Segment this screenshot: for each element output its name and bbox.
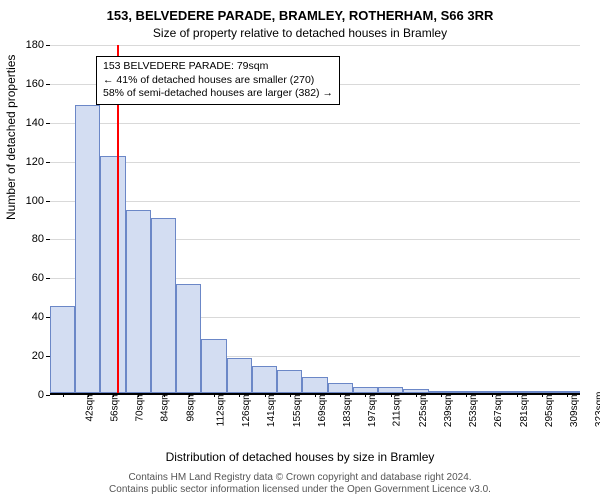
y-tick-label: 20: [32, 350, 44, 362]
x-tick: [214, 393, 215, 397]
y-tick-label: 40: [32, 311, 44, 323]
x-tick-label: 98sqm: [185, 392, 196, 422]
histogram-bar: [75, 105, 100, 393]
chart-container: 153, BELVEDERE PARADE, BRAMLEY, ROTHERHA…: [0, 0, 600, 500]
x-tick-label: 295sqm: [544, 392, 555, 428]
x-tick: [340, 393, 341, 397]
histogram-bar: [328, 383, 353, 393]
x-tick: [492, 393, 493, 397]
grid-line: [50, 162, 580, 163]
copyright-line2: Contains public sector information licen…: [0, 484, 600, 496]
chart-title-line1: 153, BELVEDERE PARADE, BRAMLEY, ROTHERHA…: [0, 8, 600, 23]
histogram-bar: [50, 306, 75, 394]
grid-line: [50, 201, 580, 202]
x-tick: [441, 393, 442, 397]
annotation-line3: 58% of semi-detached houses are larger (…: [103, 87, 333, 101]
x-tick: [113, 393, 114, 397]
grid-line: [50, 45, 580, 46]
x-tick-label: 169sqm: [317, 392, 328, 428]
x-tick-label: 42sqm: [84, 392, 95, 422]
x-tick: [466, 393, 467, 397]
annotation-line2: ← 41% of detached houses are smaller (27…: [103, 74, 333, 88]
x-tick: [365, 393, 366, 397]
x-tick-label: 84sqm: [160, 392, 171, 422]
y-tick-label: 0: [38, 389, 44, 401]
histogram-bar: [277, 370, 302, 393]
annotation-box: 153 BELVEDERE PARADE: 79sqm ← 41% of det…: [96, 56, 340, 105]
histogram-bar: [302, 377, 327, 393]
y-tick: [46, 84, 50, 85]
plot-area: 02040608010012014016018042sqm56sqm70sqm8…: [50, 45, 580, 395]
y-tick-label: 180: [26, 39, 44, 51]
x-tick-label: 197sqm: [367, 392, 378, 428]
y-tick-label: 80: [32, 233, 44, 245]
x-tick: [567, 393, 568, 397]
x-tick: [189, 393, 190, 397]
y-tick-label: 160: [26, 78, 44, 90]
x-tick-label: 183sqm: [342, 392, 353, 428]
x-tick: [391, 393, 392, 397]
y-tick-label: 100: [26, 195, 44, 207]
y-tick-label: 120: [26, 156, 44, 168]
y-tick: [46, 278, 50, 279]
x-tick-label: 56sqm: [109, 392, 120, 422]
x-tick: [542, 393, 543, 397]
x-tick: [88, 393, 89, 397]
y-tick: [46, 162, 50, 163]
chart-title-line2: Size of property relative to detached ho…: [0, 26, 600, 40]
x-tick: [517, 393, 518, 397]
x-tick-label: 126sqm: [241, 392, 252, 428]
x-tick: [63, 393, 64, 397]
histogram-bar: [126, 210, 151, 393]
x-tick-label: 309sqm: [569, 392, 580, 428]
copyright-notice: Contains HM Land Registry data © Crown c…: [0, 472, 600, 496]
x-tick: [290, 393, 291, 397]
x-tick: [416, 393, 417, 397]
x-tick: [315, 393, 316, 397]
x-tick-label: 112sqm: [215, 392, 226, 427]
y-tick-label: 140: [26, 117, 44, 129]
x-tick-label: 211sqm: [392, 392, 403, 427]
y-tick: [46, 123, 50, 124]
x-tick: [138, 393, 139, 397]
copyright-line1: Contains HM Land Registry data © Crown c…: [0, 472, 600, 484]
y-tick: [46, 45, 50, 46]
y-axis-label: Number of detached properties: [4, 55, 18, 220]
x-tick-label: 323sqm: [594, 392, 600, 428]
histogram-bar: [201, 339, 226, 393]
grid-line: [50, 123, 580, 124]
x-tick-label: 253sqm: [468, 392, 479, 428]
x-tick: [265, 393, 266, 397]
x-tick-label: 141sqm: [266, 392, 277, 428]
annotation-line1: 153 BELVEDERE PARADE: 79sqm: [103, 60, 333, 74]
x-tick-label: 281sqm: [519, 392, 530, 428]
histogram-bar: [252, 366, 277, 393]
histogram-bar: [151, 218, 176, 393]
y-tick: [46, 239, 50, 240]
histogram-bar: [100, 156, 125, 393]
histogram-bar: [227, 358, 252, 393]
x-tick-label: 267sqm: [494, 392, 505, 428]
x-tick-label: 239sqm: [443, 392, 454, 428]
histogram-bar: [176, 284, 201, 393]
x-tick: [239, 393, 240, 397]
y-tick-label: 60: [32, 272, 44, 284]
y-tick: [46, 201, 50, 202]
x-axis-label: Distribution of detached houses by size …: [0, 450, 600, 464]
x-tick-label: 155sqm: [292, 392, 303, 428]
x-tick: [164, 393, 165, 397]
x-tick-label: 225sqm: [418, 392, 429, 428]
x-tick-label: 70sqm: [135, 392, 146, 422]
y-tick: [46, 395, 50, 396]
